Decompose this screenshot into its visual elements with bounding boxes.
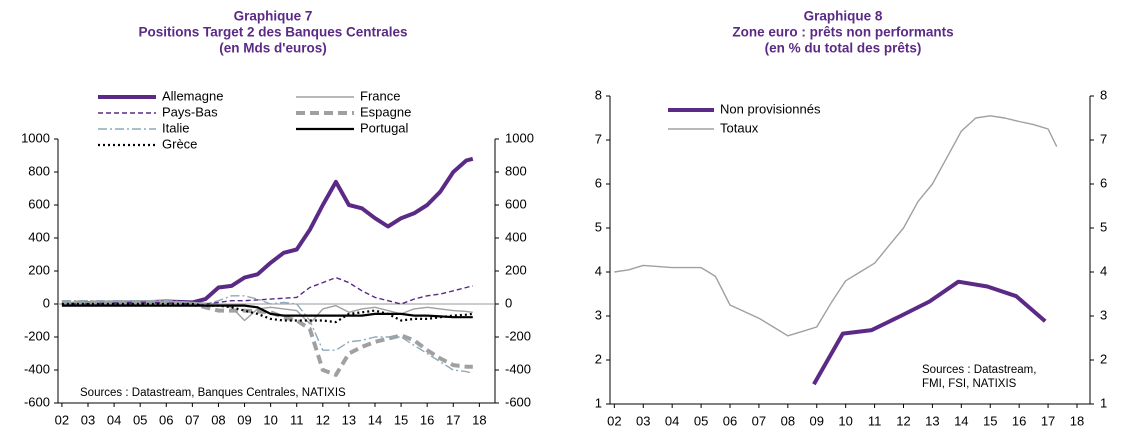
line-series [61, 304, 473, 319]
y2-tick-label: 4 [1100, 263, 1107, 278]
y2-tick-label: 2 [1100, 351, 1107, 366]
y-tick-label: 600 [28, 196, 50, 211]
y2-tick-label: -400 [505, 361, 531, 376]
legend-label: France [360, 88, 400, 103]
x-tick-label: 08 [211, 412, 225, 427]
y-tick-label: 6 [595, 175, 602, 190]
y2-tick-label: -200 [505, 328, 531, 343]
x-tick-label: 10 [263, 412, 277, 427]
line-series [61, 300, 473, 377]
chart-subtitle: (en Mds d'euros) [219, 41, 326, 56]
y2-tick-label: 8 [1100, 87, 1107, 102]
y2-tick-label: 5 [1100, 219, 1107, 234]
x-tick-label: 17 [1041, 413, 1055, 428]
x-tick-label: 06 [159, 412, 173, 427]
x-tick-label: 15 [394, 412, 408, 427]
x-tick-label: 06 [723, 413, 737, 428]
x-tick-label: 02 [607, 413, 621, 428]
y-tick-label: 5 [595, 219, 602, 234]
y-tick-label: 1000 [21, 130, 50, 145]
source-note: FMI, FSI, NATIXIS [922, 378, 1017, 390]
x-tick-label: 12 [316, 412, 330, 427]
x-tick-label: 09 [237, 412, 251, 427]
line-series [614, 115, 1058, 337]
y-tick-label: 3 [595, 307, 602, 322]
line-series [812, 279, 1047, 386]
y-tick-label: -200 [24, 328, 50, 343]
x-tick-label: 04 [107, 412, 121, 427]
x-tick-label: 13 [925, 413, 939, 428]
y-tick-label: -600 [24, 394, 50, 409]
legend-label: Totaux [720, 120, 759, 135]
chart-subtitle: Zone euro : prêts non performants [732, 25, 953, 40]
x-tick-label: 16 [1012, 413, 1026, 428]
y2-tick-label: 0 [505, 295, 512, 310]
x-tick-label: 07 [752, 413, 766, 428]
legend-label: Grèce [162, 136, 197, 151]
y-tick-label: 2 [595, 351, 602, 366]
y-tick-label: 8 [595, 87, 602, 102]
x-tick-label: 14 [368, 412, 382, 427]
x-tick-label: 02 [55, 412, 69, 427]
x-tick-label: 09 [810, 413, 824, 428]
legend-label: Espagne [360, 104, 411, 119]
x-tick-label: 17 [446, 412, 460, 427]
x-tick-label: 14 [954, 413, 968, 428]
legend-label: Pays-Bas [162, 104, 218, 119]
chart-title: Graphique 8 [804, 9, 883, 24]
chart-subtitle: (en % du total des prêts) [765, 41, 922, 56]
y-tick-label: 1 [595, 395, 602, 410]
x-tick-label: 10 [838, 413, 852, 428]
x-tick-label: 12 [896, 413, 910, 428]
x-tick-label: 08 [781, 413, 795, 428]
y-tick-label: 200 [28, 262, 50, 277]
y2-tick-label: 600 [505, 196, 527, 211]
y-tick-label: 800 [28, 163, 50, 178]
y2-tick-label: 400 [505, 229, 527, 244]
x-tick-label: 15 [983, 413, 997, 428]
line-series [61, 276, 473, 305]
x-tick-label: 05 [694, 413, 708, 428]
x-tick-label: 16 [420, 412, 434, 427]
line-series [61, 295, 473, 374]
y2-tick-label: -600 [505, 394, 531, 409]
legend-label: Allemagne [162, 88, 223, 103]
x-tick-label: 03 [636, 413, 650, 428]
x-tick-label: 03 [81, 412, 95, 427]
y2-tick-label: 200 [505, 262, 527, 277]
y2-tick-label: 800 [505, 163, 527, 178]
y-tick-label: 7 [595, 131, 602, 146]
y2-tick-label: 1 [1100, 395, 1107, 410]
x-tick-label: 18 [1070, 413, 1084, 428]
legend-label: Portugal [360, 120, 409, 135]
y-tick-label: -400 [24, 361, 50, 376]
y2-tick-label: 1000 [505, 130, 534, 145]
y2-tick-label: 6 [1100, 175, 1107, 190]
line-series [61, 302, 473, 324]
x-tick-label: 07 [185, 412, 199, 427]
source-note: Sources : Datastream, Banques Centrales,… [80, 387, 346, 399]
y-tick-label: 0 [43, 295, 50, 310]
y-tick-label: 400 [28, 229, 50, 244]
x-tick-label: 11 [290, 412, 304, 427]
x-tick-label: 18 [472, 412, 486, 427]
line-series [61, 156, 474, 306]
y2-tick-label: 7 [1100, 131, 1107, 146]
x-tick-label: 13 [342, 412, 356, 427]
y-tick-label: 4 [595, 263, 602, 278]
x-tick-label: 11 [868, 413, 882, 428]
legend-label: Non provisionnés [720, 101, 821, 116]
source-note: Sources : Datastream, [922, 364, 1036, 376]
legend-label: Italie [162, 120, 189, 135]
chart-title: Graphique 7 [234, 9, 313, 24]
x-tick-label: 05 [133, 412, 147, 427]
x-tick-label: 04 [665, 413, 679, 428]
chart-subtitle: Positions Target 2 des Banques Centrales [138, 25, 407, 40]
y2-tick-label: 3 [1100, 307, 1107, 322]
